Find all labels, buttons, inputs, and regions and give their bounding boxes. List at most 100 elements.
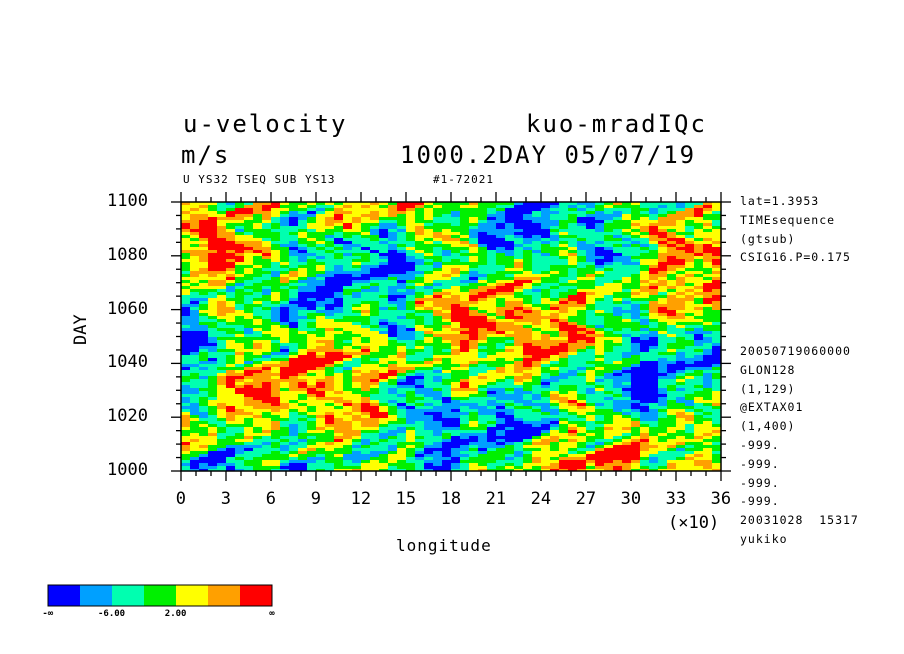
heatmap-cell [289,271,299,275]
heatmap-cell [325,208,335,212]
heatmap-cell [181,208,191,212]
heatmap-cell [532,346,542,350]
heatmap-cell [514,268,524,272]
heatmap-cell [559,217,569,221]
heatmap-cell [388,202,398,206]
heatmap-cell [559,412,569,416]
heatmap-cell [649,211,659,215]
heatmap-cell [424,310,434,314]
heatmap-cell [181,322,191,326]
heatmap-cell [559,355,569,359]
heatmap-cell [361,298,371,302]
heatmap-cell [487,274,497,278]
heatmap-cell [289,421,299,425]
heatmap-cell [559,427,569,431]
heatmap-cell [559,307,569,311]
heatmap-cell [406,205,416,209]
heatmap-cell [487,301,497,305]
heatmap-cell [469,298,479,302]
heatmap-cell [514,241,524,245]
heatmap-cell [415,379,425,383]
heatmap-cell [298,430,308,434]
heatmap-cell [334,376,344,380]
heatmap-cell [586,235,596,239]
heatmap-cell [361,397,371,401]
heatmap-cell [433,427,443,431]
heatmap-cell [694,331,704,335]
heatmap-cell [703,442,713,446]
heatmap-cell [208,280,218,284]
heatmap-cell [226,427,236,431]
heatmap-cell [208,373,218,377]
heatmap-cell [415,313,425,317]
heatmap-cell [244,367,254,371]
heatmap-cell [424,205,434,209]
heatmap-cell [217,355,227,359]
heatmap-cell [487,265,497,269]
heatmap-cell [226,235,236,239]
heatmap-cell [559,319,569,323]
heatmap-cell [442,277,452,281]
heatmap-cell [631,283,641,287]
heatmap-cell [352,211,362,215]
heatmap-cell [541,334,551,338]
heatmap-cell [217,334,227,338]
heatmap-cell [496,298,506,302]
heatmap-cell [433,376,443,380]
heatmap-cell [307,412,317,416]
heatmap-cell [514,409,524,413]
heatmap-cell [262,304,272,308]
heatmap-cell [631,220,641,224]
heatmap-cell [514,439,524,443]
heatmap-cell [208,229,218,233]
heatmap-cell [415,247,425,251]
heatmap-cell [199,439,209,443]
heatmap-cell [316,262,326,266]
heatmap-cell [379,241,389,245]
heatmap-cell [595,346,605,350]
heatmap-cell [361,262,371,266]
heatmap-cell [460,298,470,302]
heatmap-cell [550,415,560,419]
heatmap-cell [676,274,686,278]
heatmap-cell [244,445,254,449]
heatmap-cell [460,343,470,347]
heatmap-cell [487,382,497,386]
heatmap-cell [667,412,677,416]
heatmap-cell [685,385,695,389]
heatmap-cell [595,319,605,323]
heatmap-cell [199,280,209,284]
heatmap-cell [613,442,623,446]
heatmap-cell [496,391,506,395]
heatmap-cell [532,331,542,335]
heatmap-cell [541,349,551,353]
heatmap-cell [667,280,677,284]
heatmap-cell [568,382,578,386]
heatmap-cell [406,367,416,371]
heatmap-cell [631,445,641,449]
heatmap-cell [586,283,596,287]
heatmap-cell [505,337,515,341]
heatmap-cell [685,382,695,386]
heatmap-cell [289,313,299,317]
heatmap-cell [271,433,281,437]
heatmap-cell [226,286,236,290]
heatmap-cell [262,412,272,416]
heatmap-cell [586,436,596,440]
heatmap-cell [361,361,371,365]
heatmap-cell [199,355,209,359]
heatmap-cell [280,316,290,320]
heatmap-cell [253,208,263,212]
heatmap-cell [379,439,389,443]
heatmap-cell [658,229,668,233]
heatmap-cell [649,226,659,230]
heatmap-cell [514,205,524,209]
heatmap-cell [703,238,713,242]
heatmap-cell [343,268,353,272]
heatmap-cell [253,433,263,437]
heatmap-cell [550,205,560,209]
heatmap-cell [199,283,209,287]
heatmap-cell [577,229,587,233]
heatmap-cell [334,412,344,416]
heatmap-cell [361,412,371,416]
